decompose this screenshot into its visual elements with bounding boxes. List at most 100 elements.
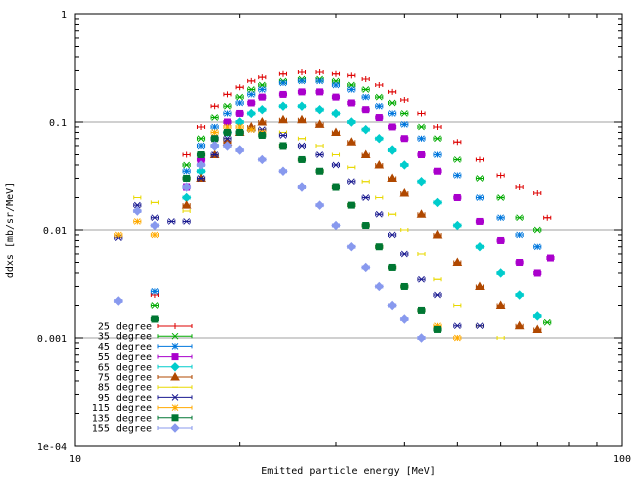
marker-cross <box>400 250 408 258</box>
marker-diamond <box>278 101 288 111</box>
marker-cross <box>476 322 484 330</box>
marker-square <box>453 193 461 201</box>
legend-label: 115 degree <box>92 403 152 414</box>
marker-star <box>434 322 441 330</box>
marker-plus <box>279 70 286 77</box>
marker-diamond <box>416 176 427 187</box>
series-25-degree <box>150 69 552 299</box>
marker-plus <box>401 96 408 103</box>
series-45-degree <box>150 77 542 295</box>
legend-label: 45 degree <box>98 342 152 353</box>
legend-label: 95 degree <box>98 393 152 404</box>
marker-diamond <box>361 262 371 273</box>
marker-square <box>247 99 255 107</box>
marker-plus <box>434 123 441 130</box>
marker-square <box>434 325 442 333</box>
marker-triangle <box>331 127 341 136</box>
marker-cross <box>224 102 231 110</box>
marker-cross <box>171 394 179 401</box>
marker-cross <box>151 302 159 309</box>
marker-triangle <box>399 188 410 197</box>
marker-triangle <box>297 114 307 124</box>
marker-diamond <box>532 311 542 321</box>
marker-diamond <box>475 242 485 252</box>
marker-star <box>171 404 179 411</box>
marker-cross <box>453 156 461 163</box>
marker-plus <box>183 151 190 158</box>
marker-triangle <box>495 300 506 309</box>
marker-plus <box>298 69 305 76</box>
marker-star <box>316 77 323 85</box>
marker-diamond <box>495 268 506 278</box>
marker-diamond <box>514 290 525 300</box>
marker-diamond <box>314 104 325 115</box>
marker-diamond <box>432 197 443 208</box>
marker-square <box>171 353 179 361</box>
marker-star <box>247 126 255 133</box>
marker-square <box>546 254 554 262</box>
marker-square <box>258 131 266 139</box>
marker-plus <box>476 156 483 163</box>
marker-square <box>400 282 408 290</box>
marker-star <box>362 93 370 101</box>
marker-diamond <box>297 182 307 192</box>
marker-square <box>316 167 324 175</box>
marker-square <box>197 151 205 159</box>
marker-plus <box>259 74 266 81</box>
legend-label: 155 degree <box>92 424 152 435</box>
marker-square <box>418 151 426 159</box>
marker-cross <box>197 135 205 143</box>
marker-cross <box>434 135 441 143</box>
marker-star <box>375 102 383 110</box>
marker-diamond <box>257 104 268 115</box>
legend-label: 75 degree <box>98 373 152 384</box>
marker-triangle <box>346 137 357 146</box>
marker-star <box>151 288 159 295</box>
marker-plus <box>418 110 425 117</box>
series-155-degree <box>113 141 427 343</box>
marker-diamond <box>297 101 307 111</box>
marker-cross <box>211 151 218 158</box>
marker-triangle <box>314 119 325 128</box>
legend-label: 55 degree <box>98 352 152 363</box>
marker-diamond <box>113 296 124 306</box>
marker-cross <box>388 99 396 107</box>
marker-square <box>223 128 231 136</box>
marker-diamond <box>314 200 325 210</box>
marker-star <box>453 334 461 342</box>
marker-triangle <box>278 114 288 124</box>
y-tick-label: 1e-04 <box>37 442 67 453</box>
marker-star <box>298 77 306 85</box>
marker-square <box>236 109 244 117</box>
marker-plus <box>389 88 396 95</box>
marker-square <box>316 88 324 96</box>
marker-diamond <box>257 154 268 165</box>
legend-label: 135 degree <box>92 413 152 424</box>
marker-star <box>183 167 191 175</box>
marker-cross <box>453 322 461 330</box>
marker-plus <box>534 190 541 197</box>
marker-star <box>476 194 484 201</box>
marker-plus <box>332 70 339 77</box>
marker-plus <box>211 103 218 110</box>
marker-triangle <box>432 229 443 239</box>
marker-diamond <box>361 124 371 135</box>
marker-square <box>298 155 306 163</box>
marker-square <box>362 106 370 114</box>
marker-cross <box>316 151 323 158</box>
marker-cross <box>183 218 191 225</box>
marker-star <box>533 243 541 251</box>
marker-diamond <box>331 108 341 119</box>
marker-star <box>211 123 218 131</box>
marker-diamond <box>399 160 410 170</box>
marker-square <box>332 93 340 101</box>
marker-square <box>171 414 179 422</box>
marker-triangle <box>514 320 525 330</box>
marker-square <box>434 167 442 175</box>
marker-star <box>258 86 266 93</box>
marker-diamond <box>387 300 397 311</box>
marker-star <box>434 151 441 158</box>
marker-star <box>497 214 505 222</box>
marker-square <box>183 174 191 182</box>
marker-square <box>347 201 355 209</box>
